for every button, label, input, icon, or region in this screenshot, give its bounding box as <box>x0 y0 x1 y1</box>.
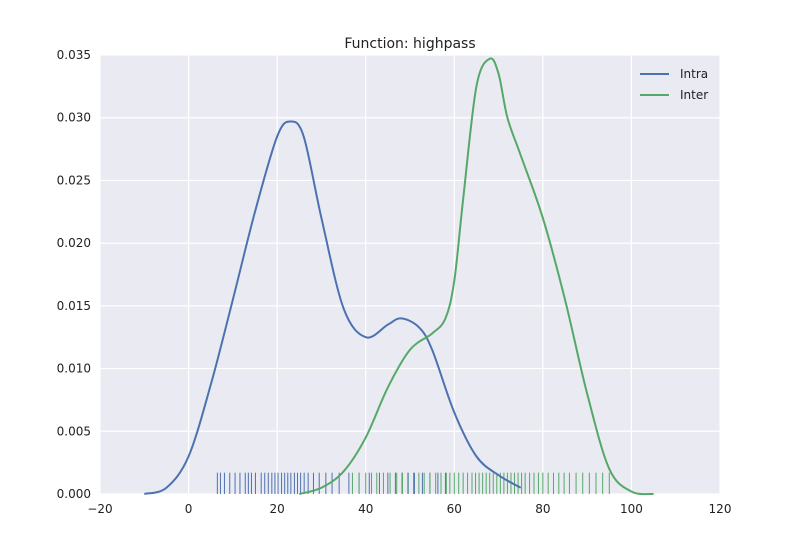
y-tick-label: 0.005 <box>57 424 91 438</box>
x-tick-label: 80 <box>535 502 550 516</box>
x-tick-label: 40 <box>358 502 373 516</box>
x-tick-label: 0 <box>185 502 193 516</box>
x-tick-label: 100 <box>620 502 643 516</box>
chart-title: Function: highpass <box>344 36 475 52</box>
legend: Intra Inter <box>640 67 708 102</box>
y-tick-label: 0.015 <box>57 299 91 313</box>
y-tick-labels: 0.000 0.005 0.010 0.015 0.020 0.025 0.030 0.035 <box>57 48 91 501</box>
series-line-inter <box>299 57 654 496</box>
rug-marks <box>216 472 610 494</box>
plot-background <box>100 55 720 494</box>
y-tick-label: 0.010 <box>57 362 91 376</box>
y-tick-label: 0.030 <box>57 111 91 125</box>
series-line-intra <box>144 120 522 495</box>
legend-label-inter: Inter <box>680 88 708 102</box>
series-lines <box>144 57 654 496</box>
y-tick-label: 0.000 <box>57 487 91 501</box>
x-tick-label: 20 <box>270 502 285 516</box>
y-tick-label: 0.025 <box>57 173 91 187</box>
x-tick-label: −20 <box>87 502 112 516</box>
x-tick-label: 120 <box>709 502 732 516</box>
y-tick-label: 0.035 <box>57 48 91 62</box>
legend-label-intra: Intra <box>680 67 708 81</box>
x-tick-labels: −20 0 20 40 60 80 100 120 <box>87 502 731 516</box>
x-tick-label: 60 <box>447 502 462 516</box>
y-tick-label: 0.020 <box>57 236 91 250</box>
